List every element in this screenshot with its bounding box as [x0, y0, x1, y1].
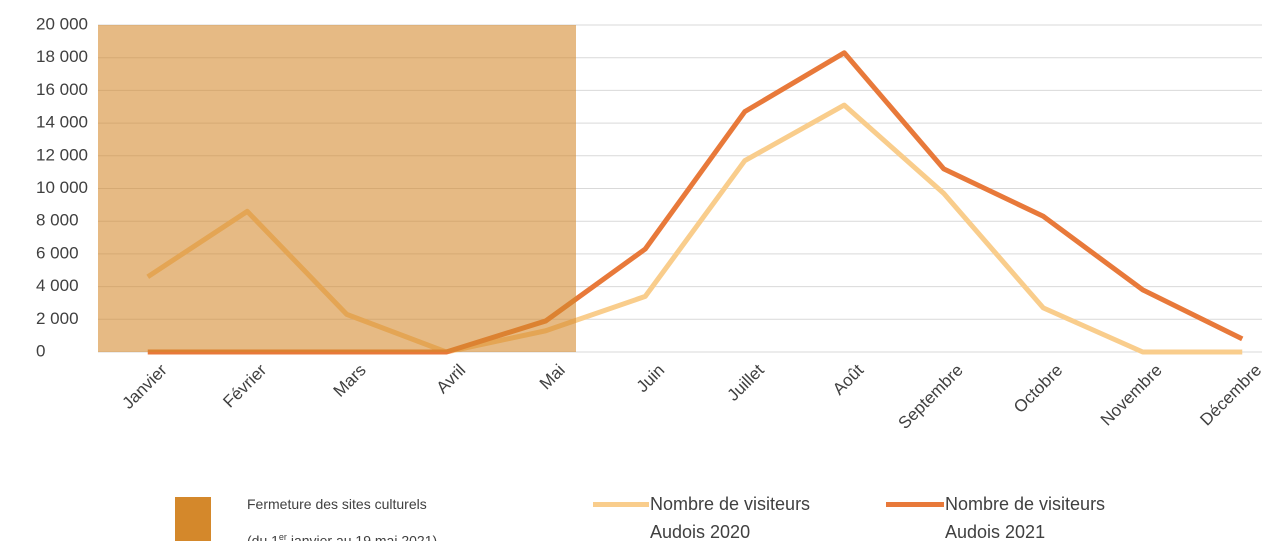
legend-label: Fermeture des sites culturels (du 1er ja… — [247, 488, 437, 541]
legend-line — [593, 502, 649, 507]
x-tick-label: Mars — [330, 361, 370, 401]
x-tick-label: Juillet — [724, 360, 768, 404]
x-tick-label: Février — [219, 360, 270, 411]
legend-text: Fermeture des sites culturels — [247, 496, 427, 512]
legend-label: Nombre de visiteurs Audois 2021 — [945, 494, 1106, 541]
y-tick-label: 12 000 — [36, 145, 88, 164]
x-tick-label: Septembre — [895, 361, 967, 433]
x-tick-label: Octobre — [1010, 361, 1066, 417]
legend-label: Nombre de visiteurs Audois 2020 — [650, 494, 811, 541]
y-tick-label: 16 000 — [36, 80, 88, 99]
y-tick-label: 18 000 — [36, 47, 88, 66]
x-tick-label: Avril — [433, 361, 470, 398]
y-tick-label: 20 000 — [36, 14, 88, 33]
y-tick-label: 8 000 — [36, 211, 79, 230]
y-tick-label: 6 000 — [36, 243, 79, 262]
y-tick-label: 14 000 — [36, 113, 88, 132]
legend-line — [886, 502, 944, 507]
y-tick-label: 2 000 — [36, 309, 79, 328]
closure-region — [98, 25, 576, 352]
x-tick-label: Janvier — [119, 360, 171, 412]
y-tick-label: 0 — [36, 341, 45, 360]
legend-text: janvier au 19 mai 2021) — [286, 532, 438, 541]
x-tick-label: Décembre — [1196, 361, 1265, 430]
x-tick-label: Mai — [536, 361, 569, 394]
x-tick-label: Juin — [633, 361, 668, 396]
y-tick-label: 4 000 — [36, 276, 79, 295]
legend-swatch — [175, 497, 211, 541]
x-tick-label: Novembre — [1097, 361, 1166, 430]
legend-text: (du 1er janvier au 19 mai 2021) — [247, 521, 437, 541]
legend-text: er — [278, 532, 287, 541]
x-tick-label: Août — [829, 360, 867, 398]
y-tick-label: 10 000 — [36, 178, 88, 197]
legend-text: (du 1 — [247, 532, 279, 541]
